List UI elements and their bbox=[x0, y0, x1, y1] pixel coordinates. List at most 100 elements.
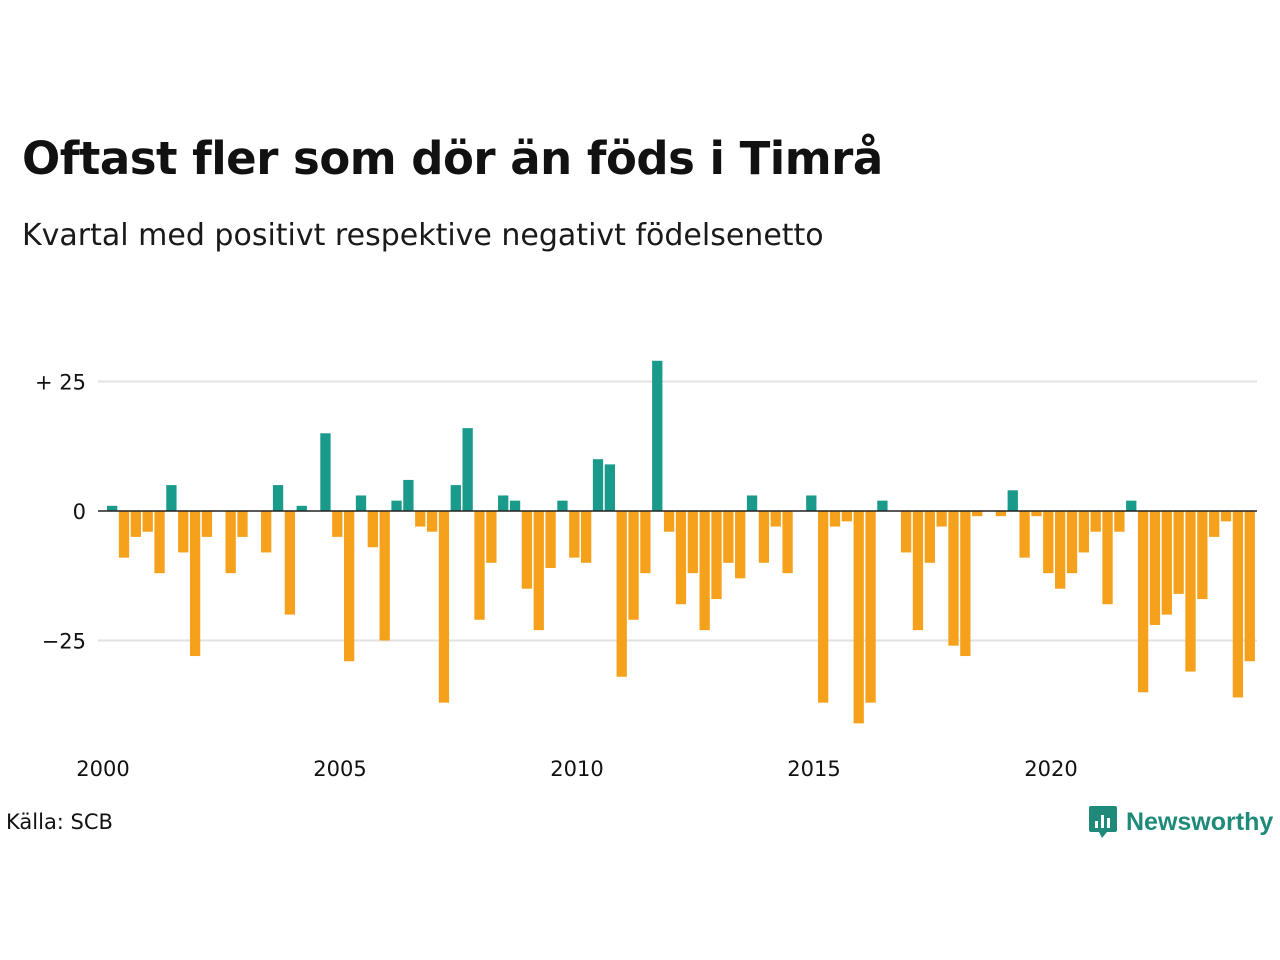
y-tick-label: −25 bbox=[42, 630, 86, 654]
newsworthy-logo: Newsworthy bbox=[1088, 804, 1273, 840]
bar-positive bbox=[806, 495, 817, 511]
bar-positive bbox=[1007, 490, 1018, 511]
bar-negative bbox=[1161, 511, 1172, 615]
bar-negative bbox=[699, 511, 710, 631]
bar-negative bbox=[995, 511, 1007, 517]
bar-negative bbox=[628, 511, 639, 620]
bar-negative bbox=[1209, 511, 1220, 537]
chart-subtitle: Kvartal med positivt respektive negativt… bbox=[22, 218, 824, 253]
bar-negative bbox=[189, 511, 201, 657]
bar-negative bbox=[284, 511, 296, 615]
bar-negative bbox=[225, 511, 236, 574]
bar-negative bbox=[1114, 511, 1125, 532]
bar-positive bbox=[746, 495, 758, 511]
bar-positive bbox=[509, 500, 521, 511]
bar-negative bbox=[687, 511, 698, 574]
bar-positive bbox=[877, 500, 888, 511]
bar-negative bbox=[841, 511, 852, 522]
bar-positive bbox=[498, 495, 509, 511]
bar-negative bbox=[1173, 511, 1184, 594]
bar-negative bbox=[735, 511, 746, 579]
bar-negative bbox=[616, 511, 627, 677]
bar-negative bbox=[545, 511, 556, 568]
bar-negative bbox=[474, 511, 485, 620]
bar-negative bbox=[711, 511, 722, 600]
bar-negative bbox=[1149, 511, 1161, 625]
source-note: Källa: SCB bbox=[6, 810, 113, 834]
bar-negative bbox=[1102, 511, 1113, 605]
bar-positive bbox=[592, 459, 604, 511]
bar-positive bbox=[450, 485, 461, 511]
bar-negative bbox=[344, 511, 355, 662]
bar-negative bbox=[936, 511, 947, 527]
bar-positive bbox=[107, 505, 118, 511]
bar-negative bbox=[154, 511, 165, 574]
bar-positive bbox=[652, 360, 663, 511]
bar-positive bbox=[1126, 500, 1137, 511]
bar-negative bbox=[1220, 511, 1232, 522]
bar-negative bbox=[533, 511, 544, 631]
bar-positive bbox=[391, 500, 402, 511]
bar-negative bbox=[438, 511, 450, 703]
bar-negative bbox=[569, 511, 580, 558]
y-axis-ticks: + 25 0 −25 bbox=[35, 371, 86, 654]
bar-positive bbox=[272, 485, 284, 511]
bar-negative bbox=[758, 511, 770, 563]
bar-negative bbox=[178, 511, 189, 553]
bar-negative bbox=[663, 511, 675, 532]
bar-negative bbox=[415, 511, 426, 527]
bar-negative bbox=[865, 511, 876, 703]
gridlines bbox=[98, 380, 1257, 642]
x-tick-label: 2010 bbox=[550, 757, 603, 781]
bar-negative bbox=[818, 511, 829, 703]
bar-negative bbox=[723, 511, 734, 563]
bar-negative bbox=[853, 511, 864, 724]
bar-negative bbox=[261, 511, 272, 553]
bar-negative bbox=[486, 511, 497, 563]
bar-negative bbox=[130, 511, 141, 537]
x-tick-label: 2005 bbox=[313, 757, 366, 781]
bar-negative bbox=[1031, 511, 1042, 517]
chart-title: Oftast fler som dör än föds i Timrå bbox=[22, 132, 883, 185]
bar-positive bbox=[462, 428, 473, 511]
x-axis-ticks: 2000 2005 2010 2015 2020 bbox=[76, 757, 1077, 781]
bar-negative bbox=[900, 511, 912, 553]
bar-negative bbox=[1232, 511, 1244, 698]
x-tick-label: 2015 bbox=[787, 757, 840, 781]
bar-negative bbox=[426, 511, 438, 532]
newsworthy-logo-icon bbox=[1089, 806, 1117, 838]
logo-text: Newsworthy bbox=[1126, 807, 1274, 836]
bars bbox=[107, 360, 1255, 724]
bar-negative bbox=[521, 511, 533, 589]
bar-negative bbox=[1043, 511, 1054, 574]
bar-negative bbox=[782, 511, 793, 574]
bar-negative bbox=[829, 511, 841, 527]
bar-negative bbox=[1197, 511, 1208, 600]
bar-negative bbox=[1137, 511, 1149, 693]
bar-positive bbox=[403, 479, 414, 511]
bar-negative bbox=[142, 511, 153, 532]
bar-negative bbox=[237, 511, 248, 537]
bar-positive bbox=[296, 505, 307, 511]
bar-negative bbox=[912, 511, 924, 631]
bar-positive bbox=[604, 464, 615, 511]
bar-negative bbox=[924, 511, 935, 563]
bar-negative bbox=[948, 511, 959, 646]
bar-negative bbox=[118, 511, 130, 558]
bar-positive bbox=[557, 500, 568, 511]
bar-negative bbox=[1078, 511, 1089, 553]
bar-negative bbox=[675, 511, 687, 605]
bar-negative bbox=[1244, 511, 1255, 662]
x-tick-label: 2000 bbox=[76, 757, 129, 781]
bar-positive bbox=[355, 495, 367, 511]
bar-negative bbox=[960, 511, 971, 657]
bar-negative bbox=[332, 511, 343, 537]
bar-positive bbox=[320, 433, 331, 511]
bar-negative bbox=[1090, 511, 1101, 532]
bar-negative bbox=[367, 511, 378, 548]
bar-negative bbox=[972, 511, 983, 517]
bar-negative bbox=[770, 511, 781, 527]
y-tick-label: 0 bbox=[73, 500, 86, 524]
bar-negative bbox=[379, 511, 390, 641]
bar-negative bbox=[1055, 511, 1066, 589]
